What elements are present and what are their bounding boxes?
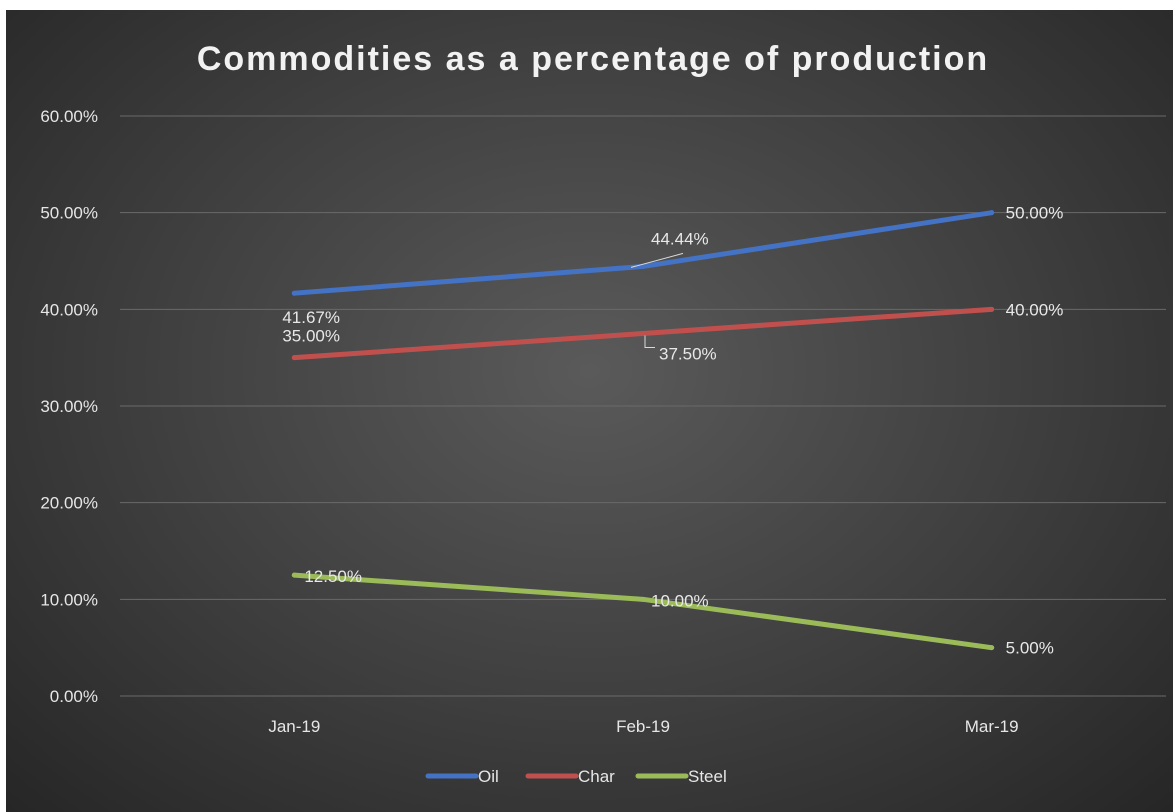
data-label: 35.00% [282,327,340,346]
leader-line [630,252,684,268]
data-point [291,572,297,578]
legend-label: Oil [478,767,499,786]
y-tick-label: 20.00% [40,494,98,513]
leader-line [644,335,655,348]
y-tick-label: 60.00% [40,107,98,126]
y-tick-label: 50.00% [40,204,98,223]
data-label: 12.50% [304,567,362,586]
data-label: 41.67% [282,308,340,327]
data-point [640,263,646,269]
data-point [989,306,995,312]
chart-title: Commodities as a percentage of productio… [197,40,989,78]
x-tick-label: Mar-19 [965,717,1019,736]
data-label: 50.00% [1006,204,1064,223]
series-line-steel [291,572,995,651]
data-point [640,596,646,602]
data-label: 37.50% [659,345,717,364]
series-lines [291,210,995,651]
x-axis-ticks: Jan-19 Feb-19 Mar-19 [268,717,1018,736]
chart-area: Commodities as a percentage of productio… [6,10,1173,812]
data-point [291,290,297,296]
gridlines [120,115,1166,697]
y-tick-label: 30.00% [40,397,98,416]
data-label: 5.00% [1006,639,1054,658]
x-tick-label: Jan-19 [268,717,320,736]
data-labels: 41.67% 44.44% 50.00% 35.00% 37.50% 40.00% 12.5… [282,204,1063,658]
legend-label: Char [578,767,615,786]
x-tick-label: Feb-19 [616,717,670,736]
legend: Oil Char Steel [425,767,727,786]
data-point [989,210,995,216]
line-chart: Commodities as a percentage of productio… [40,40,1166,786]
y-tick-label: 10.00% [40,590,98,609]
series-line-oil [291,210,995,296]
legend-label: Steel [688,767,727,786]
data-label: 40.00% [1006,300,1064,319]
y-tick-label: 0.00% [50,687,98,706]
data-label: 44.44% [651,229,709,248]
data-point [640,331,646,336]
data-point [989,645,995,651]
y-axis-ticks: 0.00% 10.00% 20.00% 30.00% 40.00% 50.00% 60.00… [40,107,98,706]
data-point [291,355,297,361]
data-label: 10.00% [651,591,709,610]
y-tick-label: 40.00% [40,300,98,319]
